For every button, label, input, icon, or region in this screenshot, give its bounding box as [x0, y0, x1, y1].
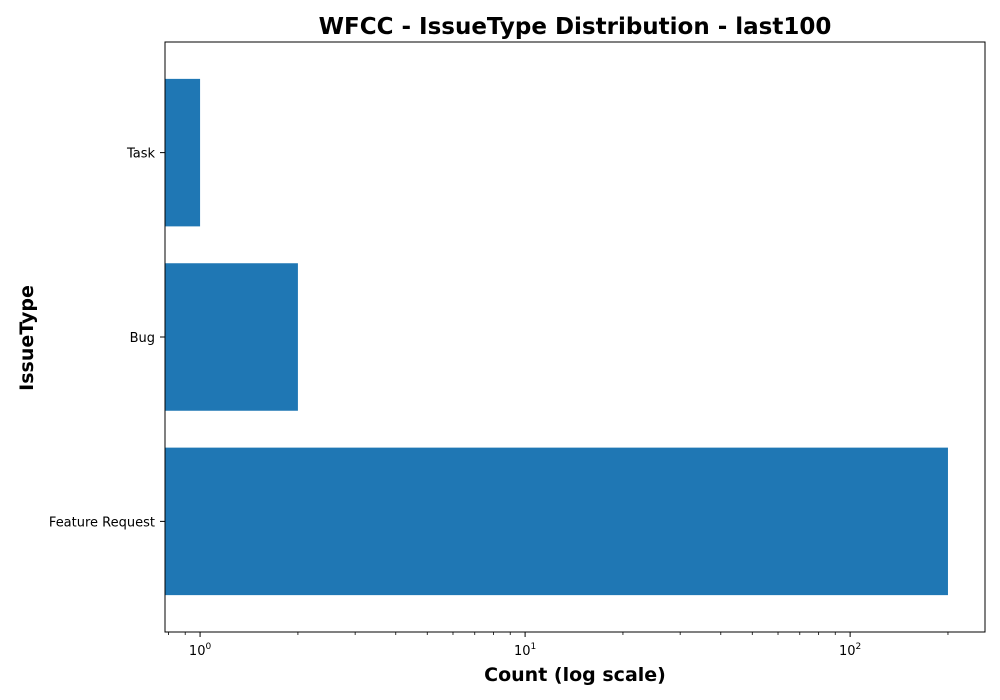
x-tick-label: 101	[514, 642, 536, 659]
axes-group: Feature Request Bug Task 100 101 102	[49, 41, 986, 659]
x-tick-label: 102	[839, 642, 861, 659]
bar-task	[165, 78, 201, 227]
x-tick-label: 100	[189, 642, 212, 659]
bars-group	[165, 78, 948, 596]
y-axis-label: IssueType	[16, 285, 38, 391]
plot-frame	[164, 41, 986, 633]
bar-bug	[165, 263, 298, 411]
y-tick-label: Feature Request	[49, 515, 155, 530]
y-tick-label: Bug	[130, 331, 155, 346]
x-axis-label: Count (log scale)	[484, 664, 666, 686]
chart-title: WFCC - IssueType Distribution - last100	[319, 14, 832, 40]
bar-feature-request	[165, 447, 948, 596]
y-tick-label: Task	[126, 147, 156, 162]
